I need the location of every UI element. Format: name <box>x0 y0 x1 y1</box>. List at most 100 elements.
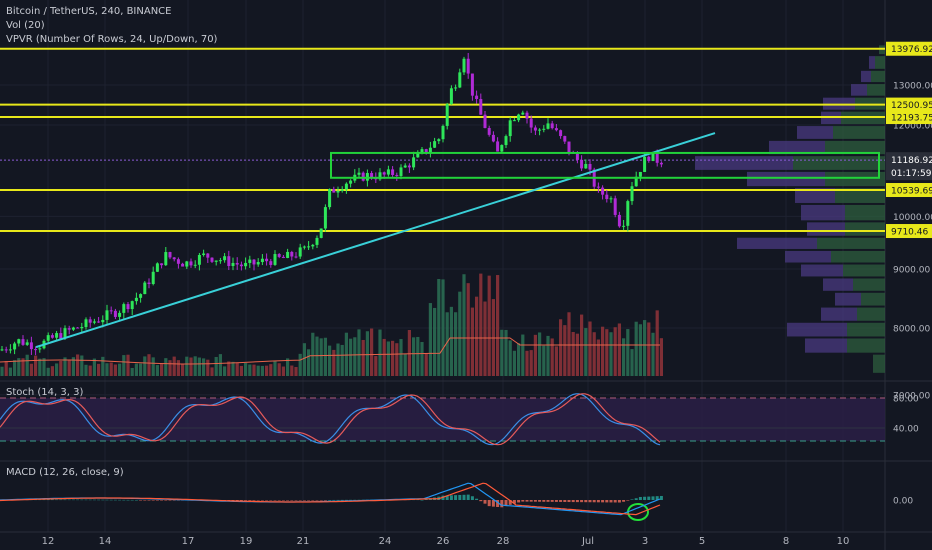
macd-histogram-bar <box>248 500 252 501</box>
volume-bar <box>361 339 365 376</box>
macd-histogram-bar <box>59 499 63 501</box>
vpvr-row-up <box>853 278 885 291</box>
volume-bar <box>575 333 579 376</box>
candle-body <box>357 172 361 175</box>
vol-legend[interactable]: Vol (20) <box>6 20 45 31</box>
volume-bar <box>143 356 147 376</box>
time-tick-label: 3 <box>642 536 648 547</box>
vpvr-row-down <box>769 140 825 155</box>
macd-histogram-bar <box>273 500 277 501</box>
volume-bar <box>525 350 529 376</box>
candle-body <box>105 310 109 320</box>
time-tick-label: 26 <box>437 536 450 547</box>
volume-bar <box>403 353 407 376</box>
time-tick-label: 24 <box>379 536 392 547</box>
volume-bar <box>294 367 298 376</box>
candle-body <box>622 225 626 227</box>
macd-histogram-bar <box>491 500 495 507</box>
volume-bar <box>386 341 390 376</box>
candle-body <box>651 152 655 161</box>
candle-body <box>559 130 563 137</box>
volume-bar <box>298 353 302 376</box>
macd-legend: MACD (12, 26, close, 9) <box>6 466 124 480</box>
macd-histogram-bar <box>634 498 638 500</box>
candle-body <box>265 258 269 262</box>
macd-histogram-bar <box>88 499 92 501</box>
candle-body <box>290 251 294 257</box>
price-axis: 13000.00 12000.00 10000.00 9000.00 8000.00 70… <box>886 41 932 507</box>
time-tick-label: 17 <box>182 536 195 547</box>
volume-bar <box>189 357 193 376</box>
volume-bar <box>609 332 613 376</box>
volume-bar <box>38 358 42 376</box>
macd-histogram-bar <box>126 499 130 501</box>
macd-title[interactable]: MACD (12, 26, close, 9) <box>6 467 124 478</box>
candle-body <box>4 349 8 351</box>
volume-bar <box>512 350 516 376</box>
volume-bar <box>248 364 252 376</box>
candle-body <box>122 304 126 313</box>
volume-bar <box>315 336 319 376</box>
candle-body <box>176 259 180 264</box>
macd-histogram-bar <box>571 500 575 503</box>
candle-body <box>462 58 466 73</box>
macd-histogram-bar <box>622 500 626 502</box>
candle-body <box>223 256 227 261</box>
volume-bar <box>328 345 332 376</box>
candle-body <box>370 173 374 178</box>
candle-body <box>546 123 550 129</box>
candle-body <box>378 172 382 180</box>
price-level-lines <box>0 47 885 233</box>
macd-histogram-bar <box>122 499 126 501</box>
stoch-title[interactable]: Stoch (14, 3, 3) <box>6 387 84 398</box>
macd-histogram-bar <box>349 499 353 501</box>
macd-histogram-bar <box>458 494 462 500</box>
candlestick-series <box>0 53 663 356</box>
candle-body <box>580 159 584 169</box>
candle-body <box>298 247 302 257</box>
candle-body <box>395 174 399 177</box>
candle-body <box>269 261 273 265</box>
volume-bar <box>605 329 609 376</box>
volume-bar <box>63 357 67 376</box>
volume-bar <box>533 334 537 376</box>
macd-histogram-bar <box>353 499 357 501</box>
volume-bar <box>46 367 50 376</box>
candle-body <box>349 180 353 184</box>
vpvr-row-up <box>817 237 885 249</box>
volume-ma-line <box>0 337 660 365</box>
vpvr-row-down <box>695 156 793 170</box>
macd-histogram-bar <box>454 495 458 500</box>
volume-bar <box>101 356 105 376</box>
time-tick-label: 5 <box>699 536 705 547</box>
volume-bar <box>50 366 54 376</box>
candle-body <box>403 165 407 168</box>
stoch-tick-label: 40.00 <box>893 425 919 435</box>
volume-bar <box>332 349 336 376</box>
macd-histogram-bar <box>134 499 138 501</box>
symbol-title[interactable]: Bitcoin / TetherUS, 240, BINANCE <box>6 6 172 17</box>
candle-body <box>248 259 252 263</box>
macd-histogram-bar <box>139 500 143 501</box>
volume-bar <box>458 291 462 376</box>
candle-body <box>181 263 185 267</box>
volume-bar <box>244 362 248 376</box>
candle-body <box>340 189 344 191</box>
vpvr-legend[interactable]: VPVR (Number Of Rows, 24, Up/Down, 70) <box>6 34 218 45</box>
candle-body <box>638 171 642 177</box>
level-tag-label: 13976.92 <box>891 45 932 55</box>
volume-bar <box>265 365 269 376</box>
countdown-label: 01:17:59 <box>891 169 932 179</box>
candle-body <box>496 141 500 152</box>
candle-body <box>554 128 558 131</box>
macd-histogram-bar <box>420 499 424 501</box>
macd-histogram-bar <box>470 496 474 500</box>
level-tag-label: 9710.46 <box>891 228 928 238</box>
candle-body <box>344 183 348 190</box>
volume-bar <box>416 336 420 376</box>
candle-body <box>59 333 63 339</box>
volume-bar <box>441 279 445 376</box>
macd-histogram-bar <box>286 500 290 501</box>
vpvr-row-up <box>871 70 885 83</box>
